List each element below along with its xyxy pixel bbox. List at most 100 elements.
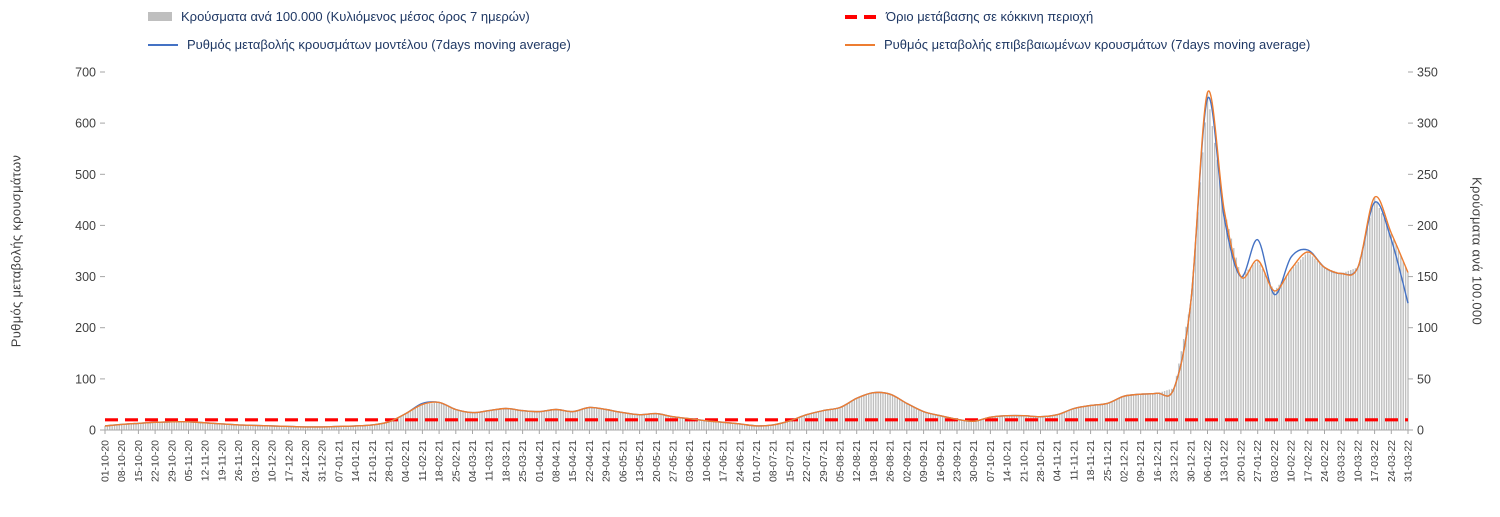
orange-line-swatch-icon [845, 43, 875, 46]
svg-text:31-12-20: 31-12-20 [317, 440, 329, 482]
svg-text:03-03-22: 03-03-22 [1336, 440, 1348, 482]
legend-item-cases-per-100k: Κρούσματα ανά 100.000 (Κυλιόμενος μέσος … [148, 9, 530, 24]
svg-text:12-11-20: 12-11-20 [200, 440, 212, 481]
svg-text:01-04-21: 01-04-21 [534, 440, 546, 482]
svg-text:01-07-21: 01-07-21 [751, 440, 763, 482]
svg-text:22-07-21: 22-07-21 [801, 440, 813, 482]
svg-text:14-10-21: 14-10-21 [1002, 440, 1014, 482]
svg-text:0: 0 [1417, 424, 1424, 438]
blue-line-swatch-icon [148, 43, 178, 46]
svg-text:17-12-20: 17-12-20 [283, 440, 295, 482]
svg-text:04-02-21: 04-02-21 [400, 440, 412, 482]
svg-text:11-03-21: 11-03-21 [484, 440, 496, 481]
svg-text:200: 200 [75, 321, 96, 335]
svg-text:18-02-21: 18-02-21 [434, 440, 446, 482]
svg-text:25-03-21: 25-03-21 [517, 440, 529, 482]
svg-text:200: 200 [1417, 219, 1438, 233]
svg-text:17-02-22: 17-02-22 [1302, 440, 1314, 482]
svg-text:150: 150 [1417, 270, 1438, 284]
svg-text:23-09-21: 23-09-21 [952, 440, 964, 482]
svg-text:24-03-22: 24-03-22 [1386, 440, 1398, 482]
svg-text:12-08-21: 12-08-21 [851, 440, 863, 482]
svg-text:25-11-21: 25-11-21 [1102, 440, 1114, 481]
dashed-line-swatch-icon [845, 14, 877, 19]
svg-text:0: 0 [89, 424, 96, 438]
legend-item-confirmed-rate: Ρυθμός μεταβολής επιβεβαιωμένων κρουσμάτ… [845, 37, 1310, 52]
svg-text:600: 600 [75, 117, 96, 131]
svg-text:08-10-20: 08-10-20 [116, 440, 128, 482]
svg-text:100: 100 [75, 372, 96, 386]
svg-text:700: 700 [75, 66, 96, 80]
svg-text:28-10-21: 28-10-21 [1035, 440, 1047, 482]
svg-text:05-11-20: 05-11-20 [183, 440, 195, 481]
svg-text:24-02-22: 24-02-22 [1319, 440, 1331, 482]
svg-text:250: 250 [1417, 168, 1438, 182]
svg-text:13-01-22: 13-01-22 [1219, 440, 1231, 482]
svg-text:13-05-21: 13-05-21 [634, 440, 646, 482]
svg-text:18-03-21: 18-03-21 [500, 440, 512, 482]
svg-text:04-03-21: 04-03-21 [467, 440, 479, 482]
svg-text:24-12-20: 24-12-20 [300, 440, 312, 482]
svg-text:29-04-21: 29-04-21 [601, 440, 613, 482]
svg-text:300: 300 [1417, 117, 1438, 131]
svg-text:28-01-21: 28-01-21 [384, 440, 396, 482]
svg-text:07-10-21: 07-10-21 [985, 440, 997, 482]
svg-text:27-05-21: 27-05-21 [668, 440, 680, 482]
svg-text:22-04-21: 22-04-21 [584, 440, 596, 482]
svg-text:03-12-20: 03-12-20 [250, 440, 262, 482]
svg-text:31-03-22: 31-03-22 [1403, 440, 1415, 482]
svg-text:15-04-21: 15-04-21 [567, 440, 579, 482]
svg-text:03-02-22: 03-02-22 [1269, 440, 1281, 482]
svg-text:11-11-21: 11-11-21 [1068, 440, 1080, 481]
svg-text:11-02-21: 11-02-21 [417, 440, 429, 481]
svg-text:08-04-21: 08-04-21 [551, 440, 563, 482]
legend-label-model-rate: Ρυθμός μεταβολής κρουσμάτων μοντέλου (7d… [187, 37, 571, 52]
svg-text:500: 500 [75, 168, 96, 182]
svg-text:10-12-20: 10-12-20 [267, 440, 279, 482]
svg-text:08-07-21: 08-07-21 [768, 440, 780, 482]
svg-text:30-09-21: 30-09-21 [968, 440, 980, 482]
svg-text:01-10-20: 01-10-20 [100, 440, 112, 482]
svg-text:29-07-21: 29-07-21 [818, 440, 830, 482]
svg-text:29-10-20: 29-10-20 [166, 440, 178, 482]
svg-text:23-12-21: 23-12-21 [1169, 440, 1181, 482]
svg-text:09-09-21: 09-09-21 [918, 440, 930, 482]
svg-text:03-06-21: 03-06-21 [684, 440, 696, 482]
svg-text:07-01-21: 07-01-21 [333, 440, 345, 482]
svg-text:50: 50 [1417, 372, 1431, 386]
svg-text:17-03-22: 17-03-22 [1369, 440, 1381, 482]
svg-text:09-12-21: 09-12-21 [1135, 440, 1147, 482]
svg-text:06-01-22: 06-01-22 [1202, 440, 1214, 482]
svg-text:25-02-21: 25-02-21 [450, 440, 462, 482]
svg-text:20-01-22: 20-01-22 [1235, 440, 1247, 482]
svg-text:21-10-21: 21-10-21 [1018, 440, 1030, 482]
svg-text:06-05-21: 06-05-21 [617, 440, 629, 482]
svg-text:300: 300 [75, 270, 96, 284]
svg-text:18-11-21: 18-11-21 [1085, 440, 1097, 481]
svg-text:24-06-21: 24-06-21 [734, 440, 746, 482]
svg-text:30-12-21: 30-12-21 [1185, 440, 1197, 482]
svg-text:27-01-22: 27-01-22 [1252, 440, 1264, 482]
svg-text:20-05-21: 20-05-21 [651, 440, 663, 482]
svg-text:14-01-21: 14-01-21 [350, 440, 362, 482]
svg-text:400: 400 [75, 219, 96, 233]
svg-text:05-08-21: 05-08-21 [835, 440, 847, 482]
svg-text:10-03-22: 10-03-22 [1352, 440, 1364, 482]
svg-text:16-12-21: 16-12-21 [1152, 440, 1164, 482]
svg-text:02-12-21: 02-12-21 [1119, 440, 1131, 482]
legend-item-model-rate: Ρυθμός μεταβολής κρουσμάτων μοντέλου (7d… [148, 37, 571, 52]
svg-text:17-06-21: 17-06-21 [718, 440, 730, 482]
svg-text:350: 350 [1417, 66, 1438, 80]
svg-text:15-07-21: 15-07-21 [784, 440, 796, 482]
confirmed-line [104, 90, 1409, 428]
bar-swatch-icon [148, 12, 172, 21]
svg-text:10-06-21: 10-06-21 [701, 440, 713, 482]
legend-label-confirmed-rate: Ρυθμός μεταβολής επιβεβαιωμένων κρουσμάτ… [884, 37, 1311, 52]
svg-text:16-09-21: 16-09-21 [935, 440, 947, 482]
svg-text:26-08-21: 26-08-21 [885, 440, 897, 482]
legend-label-cases-per-100k: Κρούσματα ανά 100.000 (Κυλιόμενος μέσος … [181, 9, 530, 24]
svg-text:19-11-20: 19-11-20 [216, 440, 228, 481]
svg-text:26-11-20: 26-11-20 [233, 440, 245, 481]
